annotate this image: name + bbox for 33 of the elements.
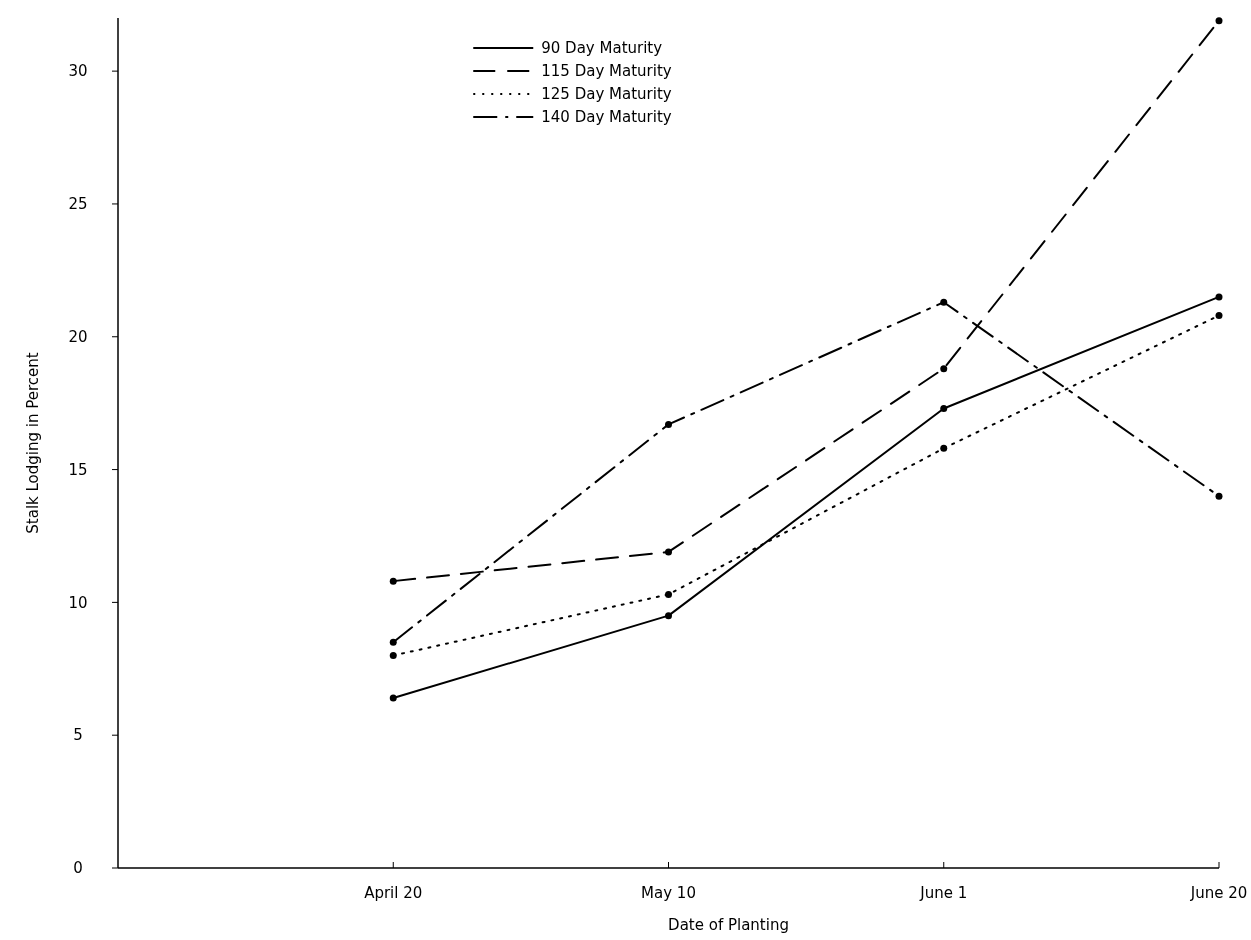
y-tick-label: 0 xyxy=(73,859,83,878)
y-axis-title: Stalk Lodging in Percent xyxy=(24,352,42,534)
legend-label: 125 Day Maturity xyxy=(541,85,672,104)
x-axis-title: Date of Planting xyxy=(668,916,789,934)
x-tick-label: June 1 xyxy=(919,884,968,902)
legend-label: 140 Day Maturity xyxy=(541,108,672,127)
point xyxy=(1215,312,1223,319)
legend-label: 90 Day Maturity xyxy=(541,39,663,58)
point xyxy=(940,365,948,373)
point xyxy=(940,444,948,452)
y-tick-label: 15 xyxy=(68,460,88,479)
point xyxy=(1215,293,1223,301)
y-tick-label: 10 xyxy=(68,593,88,612)
point xyxy=(1215,492,1223,500)
point xyxy=(665,420,672,428)
point xyxy=(1215,17,1223,25)
y-tick-label: 25 xyxy=(68,195,88,214)
legend-label: 115 Day Maturity xyxy=(541,62,672,81)
point xyxy=(665,612,672,620)
y-tick-label: 20 xyxy=(68,328,88,346)
y-tick-label: 5 xyxy=(73,726,83,745)
point xyxy=(389,652,397,659)
point xyxy=(665,590,672,598)
point xyxy=(940,298,948,306)
point xyxy=(389,577,397,585)
y-tick-label: 30 xyxy=(68,62,88,81)
x-tick-label: May 10 xyxy=(641,884,696,902)
x-tick-label: June 20 xyxy=(1189,884,1248,902)
point xyxy=(940,404,948,412)
point xyxy=(389,694,397,702)
point xyxy=(389,638,397,646)
point xyxy=(665,548,672,556)
x-tick-label: April 20 xyxy=(364,884,423,902)
